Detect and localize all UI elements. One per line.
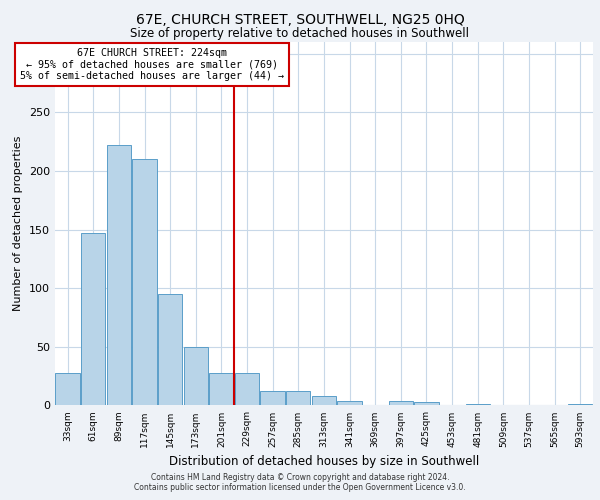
Bar	[133, 159, 157, 406]
Bar	[337, 401, 362, 406]
Text: 67E CHURCH STREET: 224sqm
← 95% of detached houses are smaller (769)
5% of semi-: 67E CHURCH STREET: 224sqm ← 95% of detac…	[20, 48, 284, 81]
Bar	[235, 372, 259, 406]
Bar	[55, 372, 80, 406]
Bar	[414, 402, 439, 406]
Y-axis label: Number of detached properties: Number of detached properties	[13, 136, 23, 312]
Text: Contains HM Land Registry data © Crown copyright and database right 2024.
Contai: Contains HM Land Registry data © Crown c…	[134, 473, 466, 492]
Bar	[466, 404, 490, 406]
Bar	[389, 401, 413, 406]
Bar	[568, 404, 592, 406]
Bar	[260, 392, 285, 406]
Bar	[286, 392, 310, 406]
Text: 67E, CHURCH STREET, SOUTHWELL, NG25 0HQ: 67E, CHURCH STREET, SOUTHWELL, NG25 0HQ	[136, 12, 464, 26]
Text: Size of property relative to detached houses in Southwell: Size of property relative to detached ho…	[131, 28, 470, 40]
Bar	[158, 294, 182, 406]
X-axis label: Distribution of detached houses by size in Southwell: Distribution of detached houses by size …	[169, 455, 479, 468]
Bar	[184, 347, 208, 406]
Bar	[81, 233, 106, 406]
Bar	[107, 145, 131, 406]
Bar	[312, 396, 336, 406]
Bar	[209, 372, 233, 406]
